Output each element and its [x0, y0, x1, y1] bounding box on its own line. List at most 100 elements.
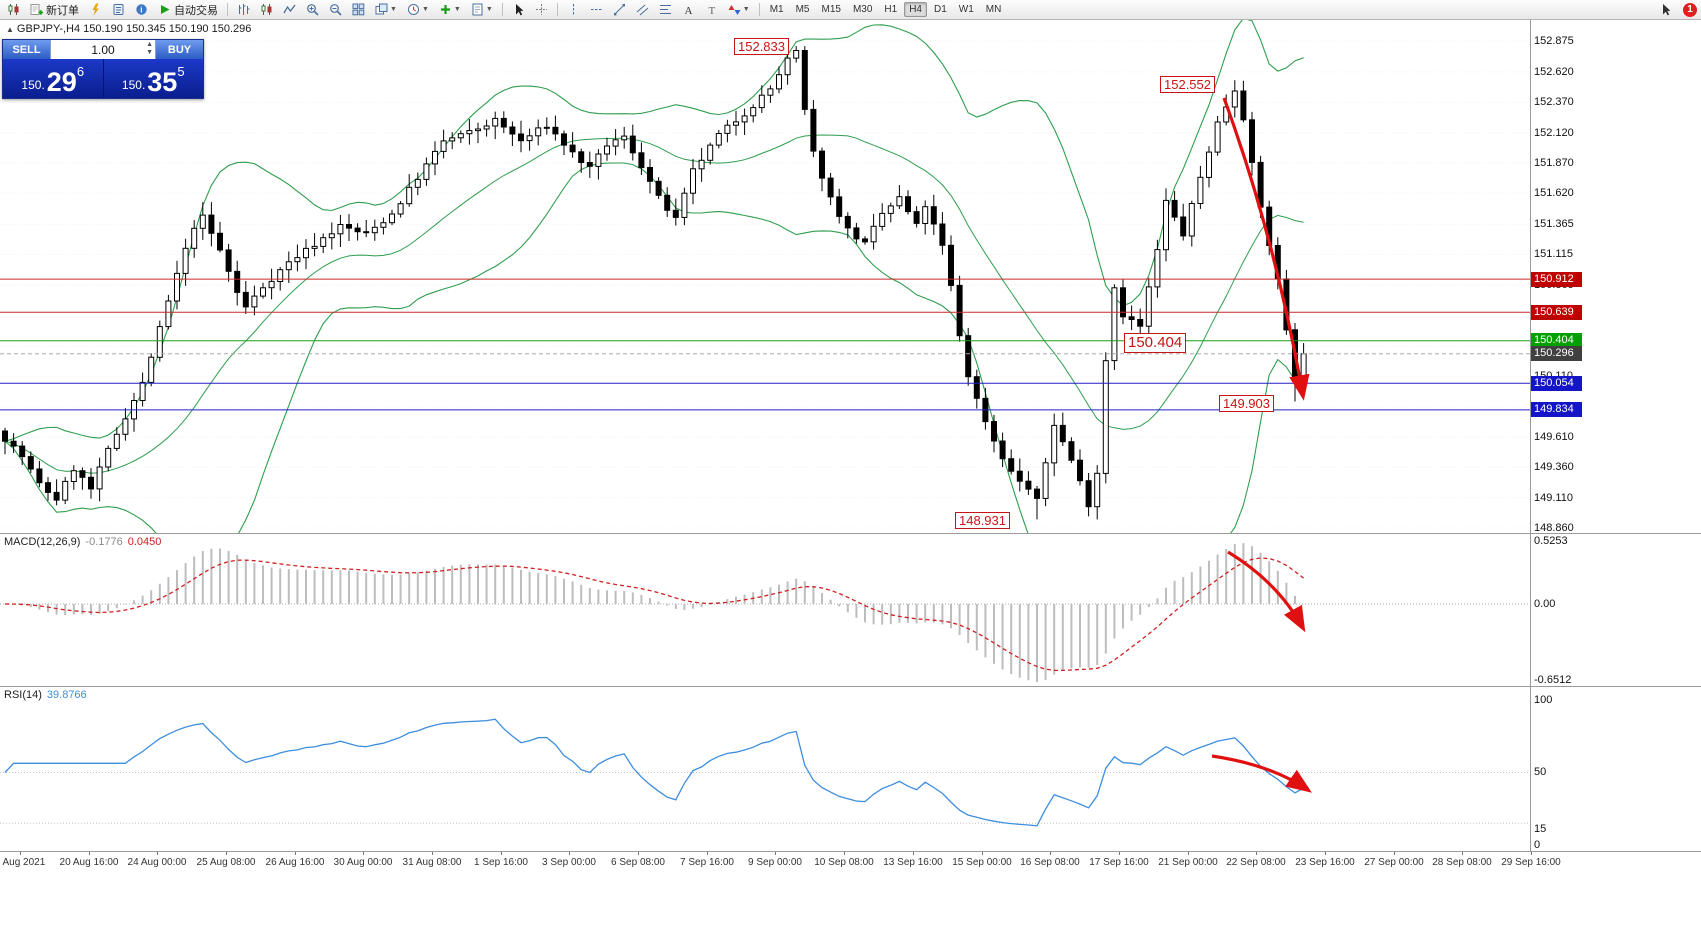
vertical-line-button[interactable] [563, 0, 584, 19]
price-annotation[interactable]: 152.833 [734, 38, 789, 55]
main-chart-canvas[interactable] [0, 17, 1530, 592]
timeframe-button-D1[interactable]: D1 [934, 4, 947, 15]
label-tool-button[interactable]: T [701, 0, 722, 19]
bid-small: 150. [21, 78, 45, 92]
line-chart-button[interactable] [279, 0, 300, 19]
equidistant-channel-button[interactable] [632, 0, 653, 19]
macd-canvas[interactable] [0, 534, 1530, 686]
bar-chart-button[interactable] [233, 0, 254, 19]
add-indicator-button[interactable]: ▼ [435, 0, 465, 19]
lot-spinner[interactable]: ▲ ▼ [146, 41, 153, 57]
spin-up-icon[interactable]: ▲ [146, 41, 153, 48]
time-axis-label: 29 Sep 16:00 [1501, 857, 1561, 868]
time-axis-label: 28 Sep 08:00 [1432, 857, 1492, 868]
sell-button[interactable]: SELL [3, 40, 50, 59]
trade-panel-quotes: 150. 29 6 150. 35 5 [3, 59, 203, 98]
rsi-canvas[interactable] [0, 687, 1530, 851]
timeframe-button-H1[interactable]: H1 [884, 4, 898, 15]
rsi-axis-label: 50 [1534, 766, 1547, 778]
time-tick [844, 852, 845, 855]
time-axis-label: 9 Sep 00:00 [748, 857, 802, 868]
macd-signal-value: 0.0450 [127, 536, 162, 548]
rsi-axis-label: 100 [1534, 694, 1553, 706]
price-axis-label: 149.360 [1534, 461, 1574, 473]
price-axis-label: 149.610 [1534, 431, 1574, 443]
time-tick [1531, 852, 1532, 855]
time-axis-label: 22 Sep 08:00 [1226, 857, 1286, 868]
price-annotation[interactable]: 152.552 [1160, 76, 1215, 93]
text-tool-icon: A [684, 5, 692, 16]
buy-button[interactable]: BUY [156, 40, 203, 59]
text-tool-button[interactable]: A [678, 0, 699, 19]
price-axis-label: 152.620 [1534, 66, 1574, 78]
price-axis-label: 151.620 [1534, 187, 1574, 199]
time-axis-label: 20 Aug 16:00 [59, 857, 119, 868]
collapse-triangle-icon[interactable]: ▲ [6, 25, 14, 34]
spin-down-icon[interactable]: ▼ [146, 49, 153, 56]
ask-price[interactable]: 150. 35 5 [104, 59, 204, 98]
scripts-button[interactable] [108, 0, 129, 19]
notification-badge[interactable]: 1 [1683, 2, 1697, 17]
zoom-out-icon [330, 4, 342, 16]
bid-big: 29 [46, 67, 77, 97]
time-tick [707, 852, 708, 855]
pane-separator[interactable] [0, 533, 1701, 534]
horizontal-line-button[interactable] [586, 0, 607, 19]
time-tick [432, 852, 433, 855]
crosshair-button[interactable] [531, 0, 552, 19]
candlestick-chart-button[interactable] [256, 0, 277, 19]
new-chart-button[interactable] [3, 0, 24, 19]
price-annotation[interactable]: 149.903 [1219, 395, 1274, 412]
tile-windows-icon [352, 3, 365, 16]
rsi-label: RSI(14) 39.8766 [4, 689, 87, 701]
time-tick [638, 852, 639, 855]
indicator-list-icon [92, 3, 99, 16]
lot-size-input[interactable]: 1.00 ▲ ▼ [50, 40, 156, 59]
new-order-button[interactable]: 新订单 [26, 0, 83, 19]
vertical-line-icon [572, 4, 574, 15]
time-tick [913, 852, 914, 855]
macd-axis-label: 0.00 [1534, 598, 1556, 610]
time-tick [20, 852, 21, 855]
price-annotation[interactable]: 148.931 [955, 512, 1010, 529]
trade-panel-controls: SELL 1.00 ▲ ▼ BUY [3, 40, 203, 59]
templates-button[interactable]: ▼ [467, 0, 497, 19]
toolbar-right: 1 [1654, 0, 1701, 19]
toolbar-separator [758, 3, 760, 16]
price-annotation[interactable]: 150.404 [1124, 333, 1187, 353]
pane-separator[interactable] [0, 686, 1701, 687]
auto-trading-button[interactable]: 自动交易 [154, 0, 222, 19]
time-axis-label: 25 Aug 08:00 [196, 857, 256, 868]
rsi-value: 39.8766 [46, 689, 87, 701]
timeframe-button-M30[interactable]: M30 [852, 4, 873, 15]
timeframe-button-W1[interactable]: W1 [958, 4, 974, 15]
zoom-in-button[interactable] [302, 0, 323, 19]
time-axis[interactable]: 9 Aug 2021 20 Aug 16:00 24 Aug 00:00 25 Aug… [0, 852, 1701, 872]
timeframe-button-M1[interactable]: M1 [769, 4, 784, 15]
arrange-windows-button[interactable]: ▼ [371, 0, 401, 19]
timeframe-button-H4[interactable]: H4 [904, 2, 927, 17]
terminal-button[interactable]: i [131, 0, 152, 19]
bid-price[interactable]: 150. 29 6 [3, 59, 103, 98]
time-tick [1394, 852, 1395, 855]
timeframe-button-MN[interactable]: MN [985, 4, 1002, 15]
timeframe-button-M15[interactable]: M15 [821, 4, 841, 15]
tile-windows-button[interactable] [348, 0, 369, 19]
indicator-list-button[interactable] [85, 0, 106, 19]
label-tool-icon: T [708, 5, 715, 16]
trend-line-button[interactable] [609, 0, 630, 19]
pointer-icon[interactable] [1655, 0, 1676, 19]
time-axis-label: 16 Sep 08:00 [1020, 857, 1080, 868]
bid-sup: 6 [76, 64, 85, 79]
chart-period-button[interactable]: ▼ [403, 0, 433, 19]
time-axis-label: 23 Sep 16:00 [1295, 857, 1355, 868]
horizontal-line-icon [590, 9, 602, 10]
arrows-tool-button[interactable]: ▼ [724, 0, 754, 19]
timeframe-button-M5[interactable]: M5 [795, 4, 810, 15]
cursor-button[interactable] [508, 0, 529, 19]
zoom-out-button[interactable] [325, 0, 346, 19]
toolbar-separator [227, 3, 228, 16]
time-axis-label: 13 Sep 16:00 [883, 857, 943, 868]
fibonacci-button[interactable] [655, 0, 676, 19]
trend-line-icon [613, 4, 625, 16]
